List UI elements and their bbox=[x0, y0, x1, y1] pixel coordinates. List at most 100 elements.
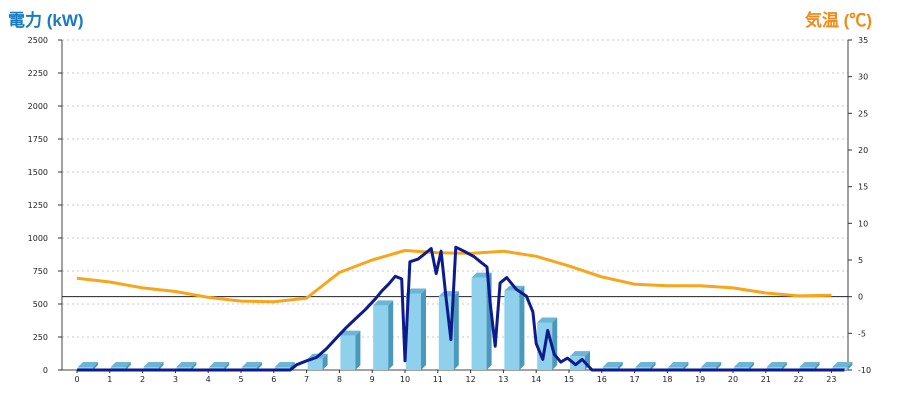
bar-side bbox=[650, 362, 656, 370]
bar-top bbox=[766, 362, 787, 367]
x-tick-label: 21 bbox=[761, 375, 771, 384]
left-axis-title: 電力 (kW) bbox=[8, 11, 84, 30]
bar-front bbox=[438, 296, 454, 370]
y-left-tick-label: 1500 bbox=[28, 168, 48, 177]
y-right-tick-label: 0 bbox=[858, 293, 863, 302]
bar-side bbox=[125, 362, 131, 370]
bar-side bbox=[158, 362, 164, 370]
bar-top bbox=[274, 362, 295, 367]
bar-front bbox=[373, 305, 389, 370]
bar-front bbox=[504, 290, 520, 370]
bar-side bbox=[552, 317, 558, 370]
y-right-tick-label: 25 bbox=[858, 109, 868, 118]
bar-front bbox=[406, 293, 421, 370]
bar-side bbox=[224, 362, 230, 370]
y-left-tick-label: 2250 bbox=[28, 69, 48, 78]
bar-top bbox=[799, 362, 820, 367]
x-tick-label: 11 bbox=[433, 375, 443, 384]
bar-hour-14 bbox=[537, 317, 558, 370]
y-right-tick-label: 20 bbox=[858, 146, 868, 155]
x-tick-label: 20 bbox=[728, 375, 738, 384]
bar-hour-12 bbox=[471, 272, 492, 370]
bar-side bbox=[322, 353, 328, 370]
x-tick-label: 13 bbox=[498, 375, 508, 384]
y-right-tick-label: 15 bbox=[858, 183, 868, 192]
x-tick-label: 12 bbox=[466, 375, 476, 384]
bar-top bbox=[242, 362, 262, 367]
bar-side bbox=[421, 288, 426, 370]
bar-top bbox=[602, 362, 623, 367]
bar-side bbox=[814, 362, 820, 370]
bar-top bbox=[176, 362, 197, 367]
bar-hour-8 bbox=[340, 330, 361, 370]
bar-front bbox=[471, 277, 487, 370]
bar-top bbox=[701, 362, 722, 367]
bar-side bbox=[716, 362, 722, 370]
y-left-tick-label: 1750 bbox=[28, 135, 48, 144]
x-tick-label: 5 bbox=[238, 375, 243, 384]
y-right-tick-label: 10 bbox=[858, 219, 868, 228]
bar-top bbox=[406, 288, 426, 294]
x-tick-label: 0 bbox=[74, 375, 79, 384]
y-left-tick-label: 750 bbox=[33, 267, 48, 276]
bar-top bbox=[832, 362, 853, 367]
bar-front bbox=[340, 335, 356, 370]
y-left-tick-label: 2000 bbox=[28, 102, 48, 111]
bar-hour-13 bbox=[504, 285, 525, 370]
bar-side bbox=[847, 362, 853, 370]
bar-hour-9 bbox=[373, 300, 394, 370]
bar-side bbox=[453, 291, 459, 370]
power-line bbox=[77, 245, 845, 372]
x-tick-label: 10 bbox=[400, 375, 410, 384]
bar-top bbox=[635, 362, 656, 367]
right-axis-title: 気温 (℃) bbox=[804, 11, 872, 30]
x-tick-label: 6 bbox=[271, 375, 276, 384]
x-tick-label: 4 bbox=[206, 375, 211, 384]
bar-side bbox=[257, 362, 262, 370]
y-right-tick-label: -5 bbox=[858, 329, 866, 338]
bar-side bbox=[93, 362, 98, 370]
x-tick-label: 16 bbox=[597, 375, 607, 384]
y-right-tick-label: 5 bbox=[858, 256, 863, 265]
bar-side bbox=[617, 362, 623, 370]
bar-hour-10 bbox=[406, 288, 426, 370]
x-tick-label: 7 bbox=[304, 375, 309, 384]
x-tick-label: 9 bbox=[370, 375, 375, 384]
bar-top bbox=[537, 317, 558, 323]
bar-top bbox=[209, 362, 230, 367]
bar-side bbox=[683, 362, 689, 370]
y-left-tick-label: 250 bbox=[33, 333, 48, 342]
x-tick-label: 8 bbox=[337, 375, 342, 384]
x-tick-label: 19 bbox=[695, 375, 705, 384]
y-left-tick-label: 500 bbox=[33, 300, 48, 309]
bar-top bbox=[110, 362, 131, 367]
x-tick-label: 15 bbox=[564, 375, 574, 384]
bar-side bbox=[519, 285, 525, 370]
y-left-tick-label: 1000 bbox=[28, 234, 48, 243]
bar-top bbox=[570, 351, 590, 357]
bar-top bbox=[340, 330, 361, 336]
x-tick-label: 18 bbox=[662, 375, 672, 384]
bar-front bbox=[307, 358, 323, 370]
bar-top bbox=[373, 300, 394, 306]
y-right-tick-label: -10 bbox=[858, 366, 871, 375]
x-tick-label: 14 bbox=[531, 375, 541, 384]
bar-top bbox=[668, 362, 689, 367]
bar-side bbox=[388, 300, 394, 370]
y-right-tick-label: 35 bbox=[858, 36, 868, 45]
bar-top bbox=[734, 362, 754, 367]
x-tick-label: 17 bbox=[630, 375, 640, 384]
bar-top bbox=[143, 362, 164, 367]
y-left-tick-label: 1250 bbox=[28, 201, 48, 210]
bar-top bbox=[78, 362, 98, 367]
x-tick-label: 23 bbox=[826, 375, 836, 384]
x-tick-label: 22 bbox=[794, 375, 804, 384]
y-left-tick-label: 2500 bbox=[28, 36, 48, 45]
bar-side bbox=[749, 362, 754, 370]
x-tick-label: 2 bbox=[140, 375, 145, 384]
bar-side bbox=[191, 362, 197, 370]
y-left-tick-label: 0 bbox=[43, 366, 48, 375]
bar-side bbox=[355, 330, 361, 370]
